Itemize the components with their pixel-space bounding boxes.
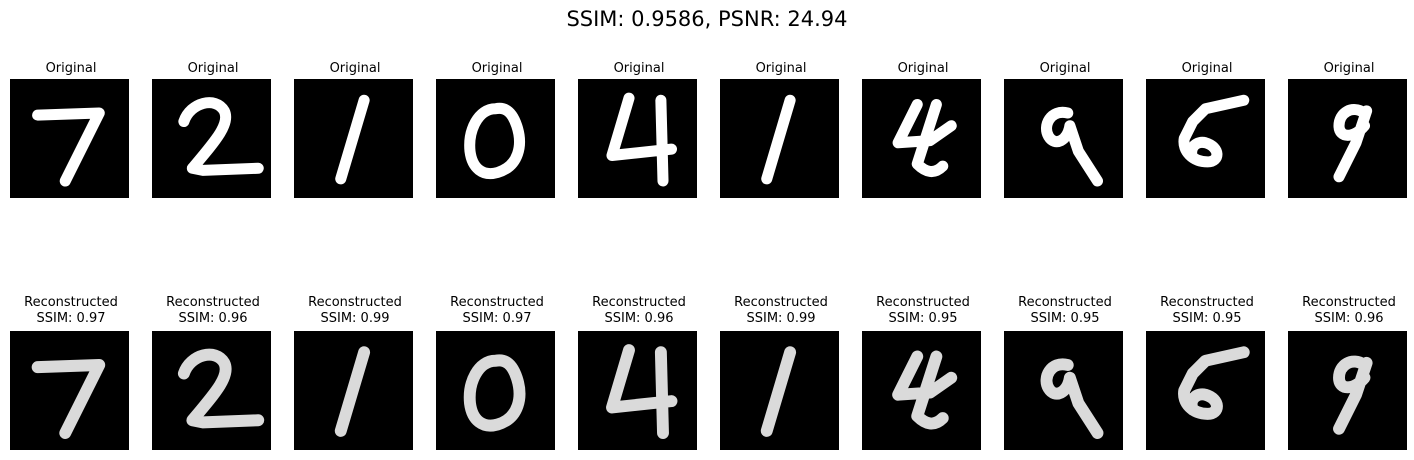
ssim-score-label: SSIM: 0.97 bbox=[462, 311, 532, 326]
original-digit-image bbox=[1004, 79, 1123, 198]
ssim-score-label: SSIM: 0.96 bbox=[178, 311, 248, 326]
reconstructed-title: Reconstructed bbox=[450, 295, 544, 310]
reconstructed-title: Reconstructed bbox=[592, 295, 686, 310]
figure-suptitle: SSIM: 0.9586, PSNR: 24.94 bbox=[566, 7, 848, 31]
ssim-score-label: SSIM: 0.97 bbox=[36, 311, 106, 326]
reconstructed-digit-image bbox=[294, 331, 413, 450]
ssim-score-label: SSIM: 0.96 bbox=[604, 311, 674, 326]
reconstructed-title: Reconstructed bbox=[734, 295, 828, 310]
original-digit-image bbox=[294, 79, 413, 198]
ssim-score-label: SSIM: 0.95 bbox=[888, 311, 958, 326]
original-digit-image bbox=[578, 79, 697, 198]
original-digit-image bbox=[152, 79, 271, 198]
reconstructed-title: Reconstructed bbox=[1302, 295, 1396, 310]
reconstructed-title: Reconstructed bbox=[24, 295, 118, 310]
original-title: Original bbox=[187, 61, 239, 76]
original-digit-image bbox=[720, 79, 839, 198]
reconstructed-title: Reconstructed bbox=[876, 295, 970, 310]
ssim-score-label: SSIM: 0.95 bbox=[1172, 311, 1242, 326]
ssim-score-label: SSIM: 0.95 bbox=[1030, 311, 1100, 326]
original-title: Original bbox=[613, 61, 665, 76]
reconstructed-digit-image bbox=[720, 331, 839, 450]
ssim-score-label: SSIM: 0.99 bbox=[320, 311, 390, 326]
ssim-score-label: SSIM: 0.96 bbox=[1314, 311, 1384, 326]
reconstructed-title: Reconstructed bbox=[166, 295, 260, 310]
original-title: Original bbox=[329, 61, 381, 76]
original-title: Original bbox=[1039, 61, 1091, 76]
original-title: Original bbox=[471, 61, 523, 76]
ssim-score-label: SSIM: 0.99 bbox=[746, 311, 816, 326]
reconstructed-digit-image bbox=[1288, 331, 1407, 450]
reconstructed-title: Reconstructed bbox=[1160, 295, 1254, 310]
reconstructed-digit-image bbox=[578, 331, 697, 450]
original-digit-image bbox=[1146, 79, 1265, 198]
original-digit-image bbox=[436, 79, 555, 198]
reconstructed-digit-image bbox=[862, 331, 981, 450]
reconstructed-digit-image bbox=[10, 331, 129, 450]
original-title: Original bbox=[755, 61, 807, 76]
reconstructed-digit-image bbox=[1004, 331, 1123, 450]
original-digit-image bbox=[862, 79, 981, 198]
reconstructed-digit-image bbox=[436, 331, 555, 450]
original-title: Original bbox=[1181, 61, 1233, 76]
reconstructed-digit-image bbox=[152, 331, 271, 450]
reconstructed-digit-image bbox=[1146, 331, 1265, 450]
reconstructed-title: Reconstructed bbox=[1018, 295, 1112, 310]
original-title: Original bbox=[897, 61, 949, 76]
original-digit-image bbox=[10, 79, 129, 198]
reconstructed-title: Reconstructed bbox=[308, 295, 402, 310]
original-title: Original bbox=[45, 61, 97, 76]
original-digit-image bbox=[1288, 79, 1407, 198]
original-title: Original bbox=[1323, 61, 1375, 76]
